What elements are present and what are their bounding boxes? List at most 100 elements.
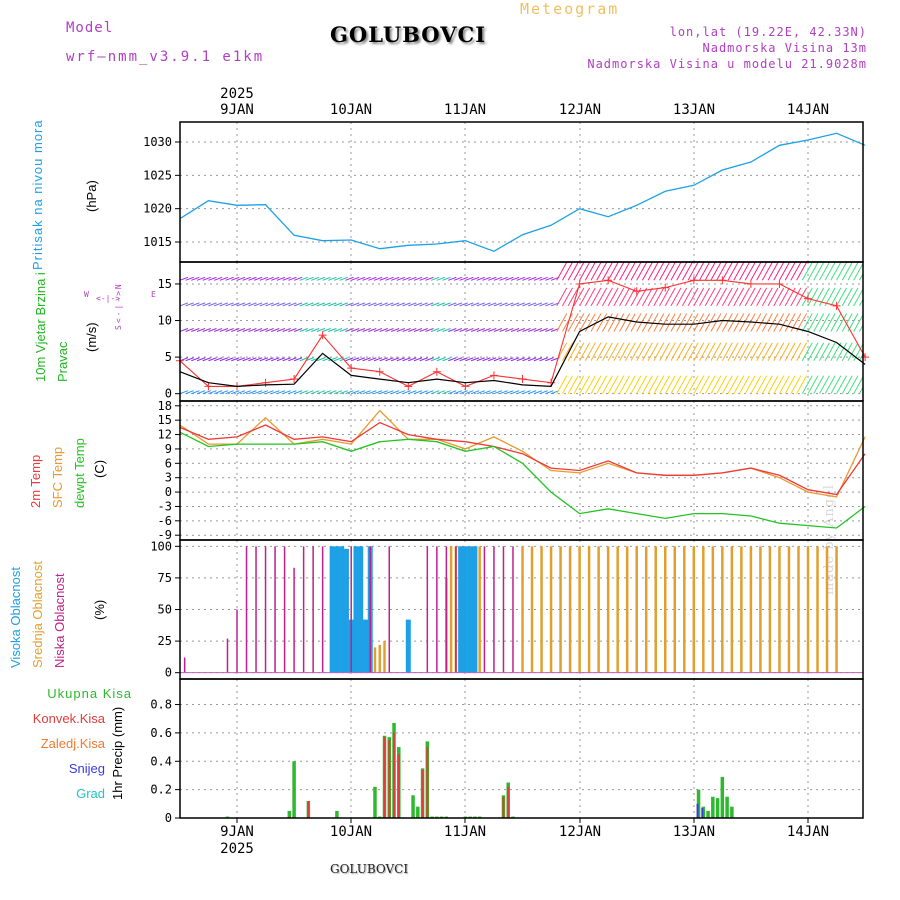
- wind-barb: [225, 302, 234, 307]
- wind-barb: [373, 390, 383, 395]
- wind-barb: [516, 390, 525, 395]
- wind-barb: [693, 342, 705, 362]
- cloud-bar-mid: [768, 546, 772, 673]
- wind-barb: [453, 328, 463, 332]
- wind-barb: [853, 375, 863, 394]
- wind-barb: [807, 375, 819, 394]
- cloud-bar-low: [183, 657, 186, 673]
- wind-barb: [180, 328, 189, 332]
- wind-barb: [659, 262, 670, 281]
- wind-barb: [613, 313, 625, 332]
- wind-barb: [567, 342, 579, 362]
- wind-barb: [339, 302, 348, 307]
- wind-barb: [533, 302, 543, 307]
- wind-barb: [368, 357, 377, 362]
- wind-barb: [288, 302, 297, 307]
- wind-barb: [316, 302, 326, 307]
- wind-barb: [807, 342, 819, 362]
- wind-barb: [528, 276, 537, 281]
- wind-barb: [345, 357, 354, 362]
- wind-barb: [750, 375, 762, 394]
- wind-barb: [219, 390, 229, 395]
- wind-barb: [499, 390, 508, 395]
- wind-barb: [488, 328, 497, 332]
- wind-barb: [448, 302, 457, 307]
- precip-bar: [307, 800, 310, 818]
- wind-barb: [567, 287, 579, 307]
- wind-barb: [739, 287, 750, 307]
- wind-barb: [693, 262, 705, 281]
- wind-barb: [482, 328, 491, 332]
- ytick-label: 12: [158, 428, 172, 442]
- wind-barb: [408, 328, 417, 332]
- wind-barb: [784, 375, 796, 394]
- wind-barb: [636, 287, 648, 307]
- cloud-bar-low: [436, 546, 438, 673]
- wind-barb: [488, 276, 497, 281]
- ytick-label: 1015: [143, 235, 172, 249]
- wind-barb: [459, 357, 468, 362]
- temp2m-line: [179, 421, 866, 496]
- wind-barb: [818, 375, 830, 394]
- wind-barb: [624, 313, 636, 332]
- wind-barb: [847, 342, 859, 362]
- wind-barb: [442, 276, 451, 281]
- wind-barb: [733, 313, 745, 332]
- wind-barb: [539, 276, 548, 281]
- wind-barb: [368, 390, 377, 395]
- wind-barb: [836, 287, 847, 307]
- wind-barb: [853, 288, 863, 307]
- cloud-bar-mid: [449, 546, 453, 673]
- wind-barb: [573, 313, 585, 332]
- wind-barb: [442, 328, 451, 332]
- wind-barb: [316, 390, 326, 395]
- wind-barb: [351, 390, 360, 395]
- cloud-bar-mid: [673, 546, 677, 673]
- bottom-day-label: 9JAN: [220, 824, 254, 840]
- precip-bar: [388, 739, 391, 818]
- wind-barb: [299, 276, 308, 281]
- wind-barb: [299, 390, 308, 395]
- wind-barb: [528, 390, 537, 395]
- wind-barb: [248, 276, 257, 281]
- wind-barb: [784, 313, 796, 332]
- wind-barb: [830, 313, 842, 332]
- ytick-label: 0: [165, 485, 172, 499]
- wind-barb: [624, 375, 636, 394]
- wind-barb: [721, 375, 733, 394]
- panel-frame: [179, 678, 864, 819]
- wind-barb: [196, 390, 206, 395]
- cloud-bar-mid: [759, 546, 762, 673]
- precip-bar: [696, 789, 701, 818]
- wind-barb: [533, 276, 543, 281]
- wind-barb: [813, 262, 825, 281]
- wind-barb: [664, 313, 676, 332]
- wind-barb: [522, 276, 531, 281]
- wind-dir-w: W: [84, 290, 89, 299]
- wind-barb: [259, 276, 269, 281]
- wind-barb: [242, 276, 251, 281]
- wind-barb: [676, 342, 688, 362]
- wind-barb: [219, 357, 229, 362]
- wind-barb: [670, 375, 682, 394]
- wind-barb: [311, 328, 320, 332]
- wind-barb: [647, 313, 659, 332]
- wind-barb: [670, 342, 682, 362]
- wind-barb: [288, 276, 297, 281]
- wind-barb: [253, 390, 263, 395]
- ytick-label: 1030: [143, 135, 172, 149]
- wind-barb: [180, 276, 189, 281]
- wind-barb: [539, 390, 548, 395]
- cloud-bar-mid: [778, 546, 781, 673]
- bottom-day-label: 10JAN: [330, 824, 372, 840]
- wind-barb: [710, 313, 722, 332]
- precip-bar: [720, 776, 725, 818]
- wind-barb: [493, 276, 503, 281]
- gust-line-marker: [746, 279, 755, 288]
- wind-barb: [796, 375, 808, 394]
- wind-barb: [470, 302, 480, 307]
- wind-barb: [379, 328, 388, 332]
- wind-barb: [208, 390, 217, 395]
- cloud-bar-low: [236, 609, 238, 673]
- wind-barb: [293, 390, 303, 395]
